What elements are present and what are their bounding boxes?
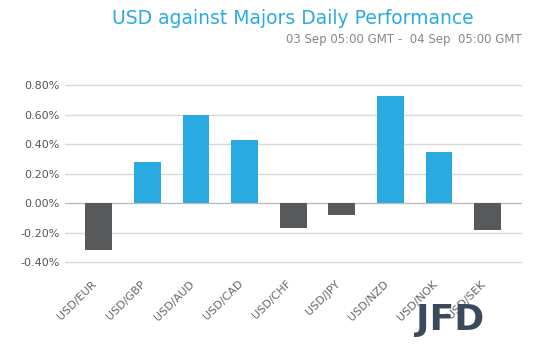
Bar [377,95,404,203]
Text: JFD: JFD [416,303,484,337]
Bar [182,115,209,203]
Bar [280,203,307,228]
Text: 03 Sep 05:00 GMT -  04 Sep  05:00 GMT: 03 Sep 05:00 GMT - 04 Sep 05:00 GMT [286,33,522,46]
Bar [475,203,501,230]
Bar [231,140,258,203]
Bar [426,152,452,203]
Bar [86,203,112,250]
Title: USD against Majors Daily Performance: USD against Majors Daily Performance [112,9,474,28]
Bar [134,162,161,203]
Bar [329,203,355,215]
